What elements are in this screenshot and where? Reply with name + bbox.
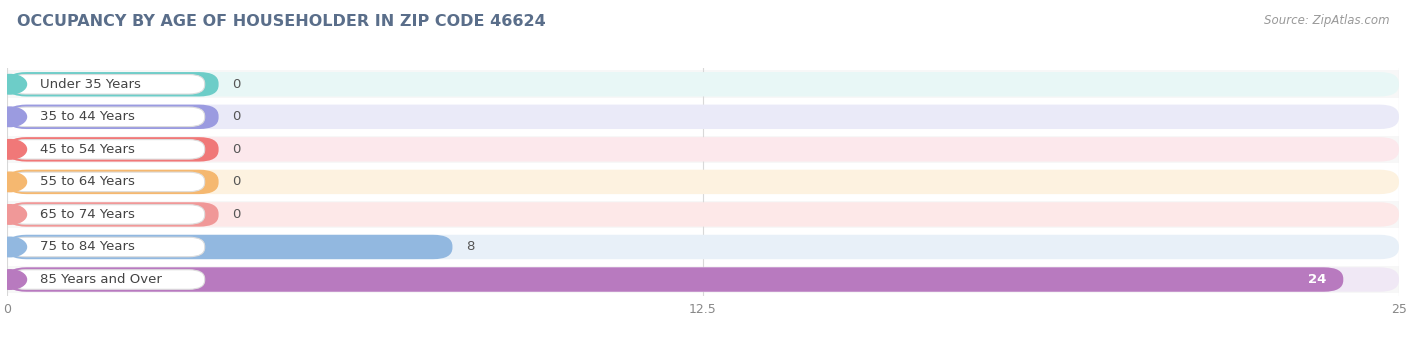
FancyBboxPatch shape <box>10 270 205 289</box>
FancyBboxPatch shape <box>0 201 1406 228</box>
Text: Source: ZipAtlas.com: Source: ZipAtlas.com <box>1264 14 1389 27</box>
FancyBboxPatch shape <box>10 237 205 257</box>
Text: 65 to 74 Years: 65 to 74 Years <box>41 208 135 221</box>
Circle shape <box>0 270 27 289</box>
FancyBboxPatch shape <box>7 137 1399 162</box>
FancyBboxPatch shape <box>7 105 1399 129</box>
FancyBboxPatch shape <box>7 137 218 162</box>
FancyBboxPatch shape <box>7 235 1399 259</box>
Text: 0: 0 <box>232 143 240 156</box>
Text: 85 Years and Over: 85 Years and Over <box>41 273 162 286</box>
FancyBboxPatch shape <box>7 267 1399 292</box>
FancyBboxPatch shape <box>7 72 218 97</box>
Text: 0: 0 <box>232 175 240 188</box>
Text: 75 to 84 Years: 75 to 84 Years <box>41 240 135 254</box>
Circle shape <box>0 74 27 94</box>
Text: 35 to 44 Years: 35 to 44 Years <box>41 110 135 123</box>
Text: 0: 0 <box>232 208 240 221</box>
FancyBboxPatch shape <box>7 105 218 129</box>
FancyBboxPatch shape <box>7 202 218 227</box>
Circle shape <box>0 237 27 257</box>
FancyBboxPatch shape <box>7 202 1399 227</box>
FancyBboxPatch shape <box>7 267 1343 292</box>
FancyBboxPatch shape <box>0 168 1406 196</box>
Text: 45 to 54 Years: 45 to 54 Years <box>41 143 135 156</box>
FancyBboxPatch shape <box>10 107 205 126</box>
Text: 55 to 64 Years: 55 to 64 Years <box>41 175 135 188</box>
FancyBboxPatch shape <box>0 266 1406 293</box>
Text: 0: 0 <box>232 110 240 123</box>
FancyBboxPatch shape <box>10 74 205 94</box>
FancyBboxPatch shape <box>7 170 1399 194</box>
FancyBboxPatch shape <box>7 235 453 259</box>
FancyBboxPatch shape <box>0 233 1406 261</box>
FancyBboxPatch shape <box>10 172 205 192</box>
FancyBboxPatch shape <box>0 70 1406 98</box>
Text: Under 35 Years: Under 35 Years <box>41 78 142 91</box>
FancyBboxPatch shape <box>0 136 1406 163</box>
Circle shape <box>0 140 27 159</box>
Text: OCCUPANCY BY AGE OF HOUSEHOLDER IN ZIP CODE 46624: OCCUPANCY BY AGE OF HOUSEHOLDER IN ZIP C… <box>17 14 546 29</box>
Circle shape <box>0 107 27 126</box>
FancyBboxPatch shape <box>10 140 205 159</box>
Text: 8: 8 <box>467 240 475 254</box>
Text: 24: 24 <box>1308 273 1327 286</box>
FancyBboxPatch shape <box>0 103 1406 131</box>
Text: 0: 0 <box>232 78 240 91</box>
FancyBboxPatch shape <box>7 72 1399 97</box>
Circle shape <box>0 205 27 224</box>
FancyBboxPatch shape <box>10 205 205 224</box>
Circle shape <box>0 172 27 192</box>
FancyBboxPatch shape <box>7 170 218 194</box>
